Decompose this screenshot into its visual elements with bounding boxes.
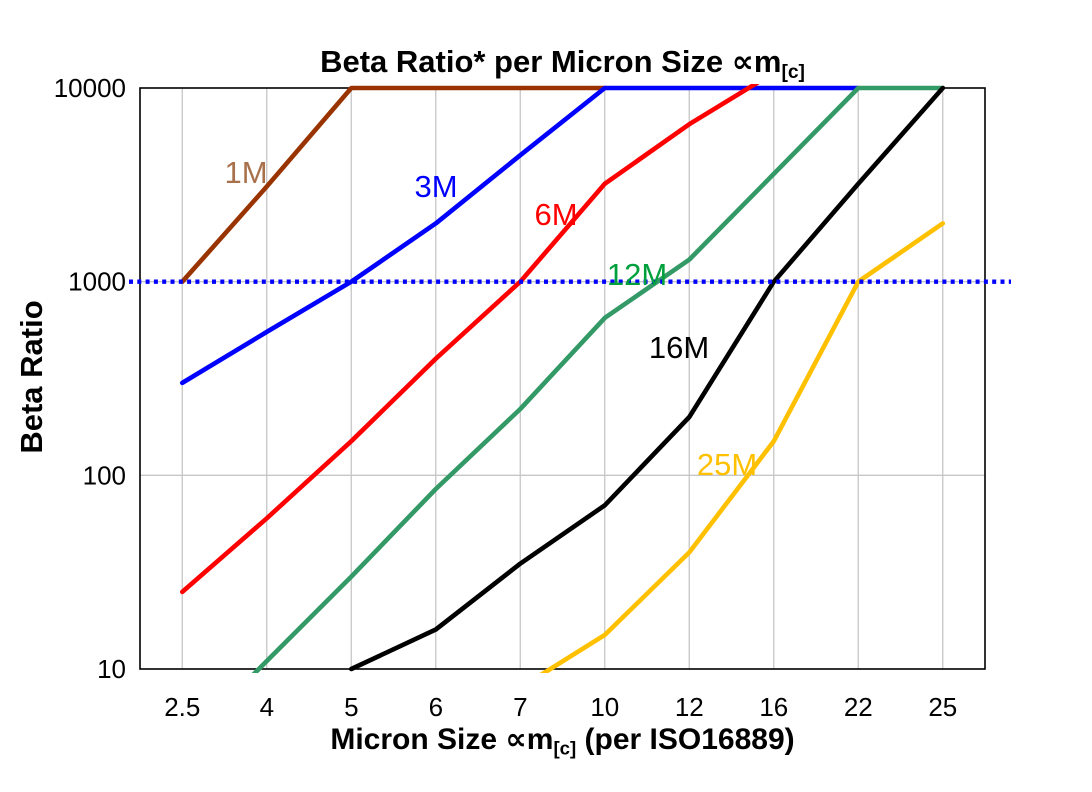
y-tick-labels: 10000 1000 100 10 xyxy=(54,73,126,684)
svg-text:22: 22 xyxy=(844,692,873,722)
micron-symbol: ∝m xyxy=(731,44,782,79)
series-label-16M: 16M xyxy=(649,330,709,365)
series-label-12M: 12M xyxy=(607,257,667,292)
series-line-6M xyxy=(179,84,760,595)
series-labels: 1M 3M 6M 12M 16M 25M xyxy=(224,155,757,482)
x-axis-title-subscript: [c] xyxy=(553,737,577,759)
series-line-16M xyxy=(349,85,946,672)
svg-text:6: 6 xyxy=(429,692,443,722)
svg-text:10: 10 xyxy=(590,692,619,722)
svg-text:7: 7 xyxy=(513,692,527,722)
svg-text:2.5: 2.5 xyxy=(164,692,200,722)
series-label-6M: 6M xyxy=(534,197,577,232)
micron-symbol: ∝m xyxy=(505,723,554,756)
series-label-1M: 1M xyxy=(224,155,267,190)
series-lines xyxy=(179,84,946,673)
svg-text:16: 16 xyxy=(759,692,788,722)
series-label-3M: 3M xyxy=(414,169,457,204)
series-line-1M xyxy=(179,85,608,284)
series-label-25M: 25M xyxy=(697,447,757,482)
svg-text:4: 4 xyxy=(260,692,274,722)
svg-text:100: 100 xyxy=(83,460,126,490)
chart-title-text: Beta Ratio* per Micron Size xyxy=(320,44,732,79)
svg-text:10000: 10000 xyxy=(54,73,126,103)
svg-text:1000: 1000 xyxy=(68,267,126,297)
x-axis-title: Micron Size ∝m[c] (per ISO16889) xyxy=(140,722,985,760)
svg-text:25: 25 xyxy=(928,692,957,722)
x-axis-title-suffix: (per ISO16889) xyxy=(576,723,795,756)
series-line-12M xyxy=(251,85,946,673)
svg-text:12: 12 xyxy=(675,692,704,722)
svg-text:5: 5 xyxy=(344,692,358,722)
chart-title-subscript: [c] xyxy=(781,61,805,83)
series-line-25M xyxy=(539,221,946,673)
x-tick-labels: 2.5 4 5 6 7 10 12 16 22 25 xyxy=(164,692,957,722)
chart-title: Beta Ratio* per Micron Size ∝m[c] xyxy=(140,44,985,84)
svg-text:10: 10 xyxy=(97,654,126,684)
x-axis-title-text: Micron Size xyxy=(330,723,506,756)
